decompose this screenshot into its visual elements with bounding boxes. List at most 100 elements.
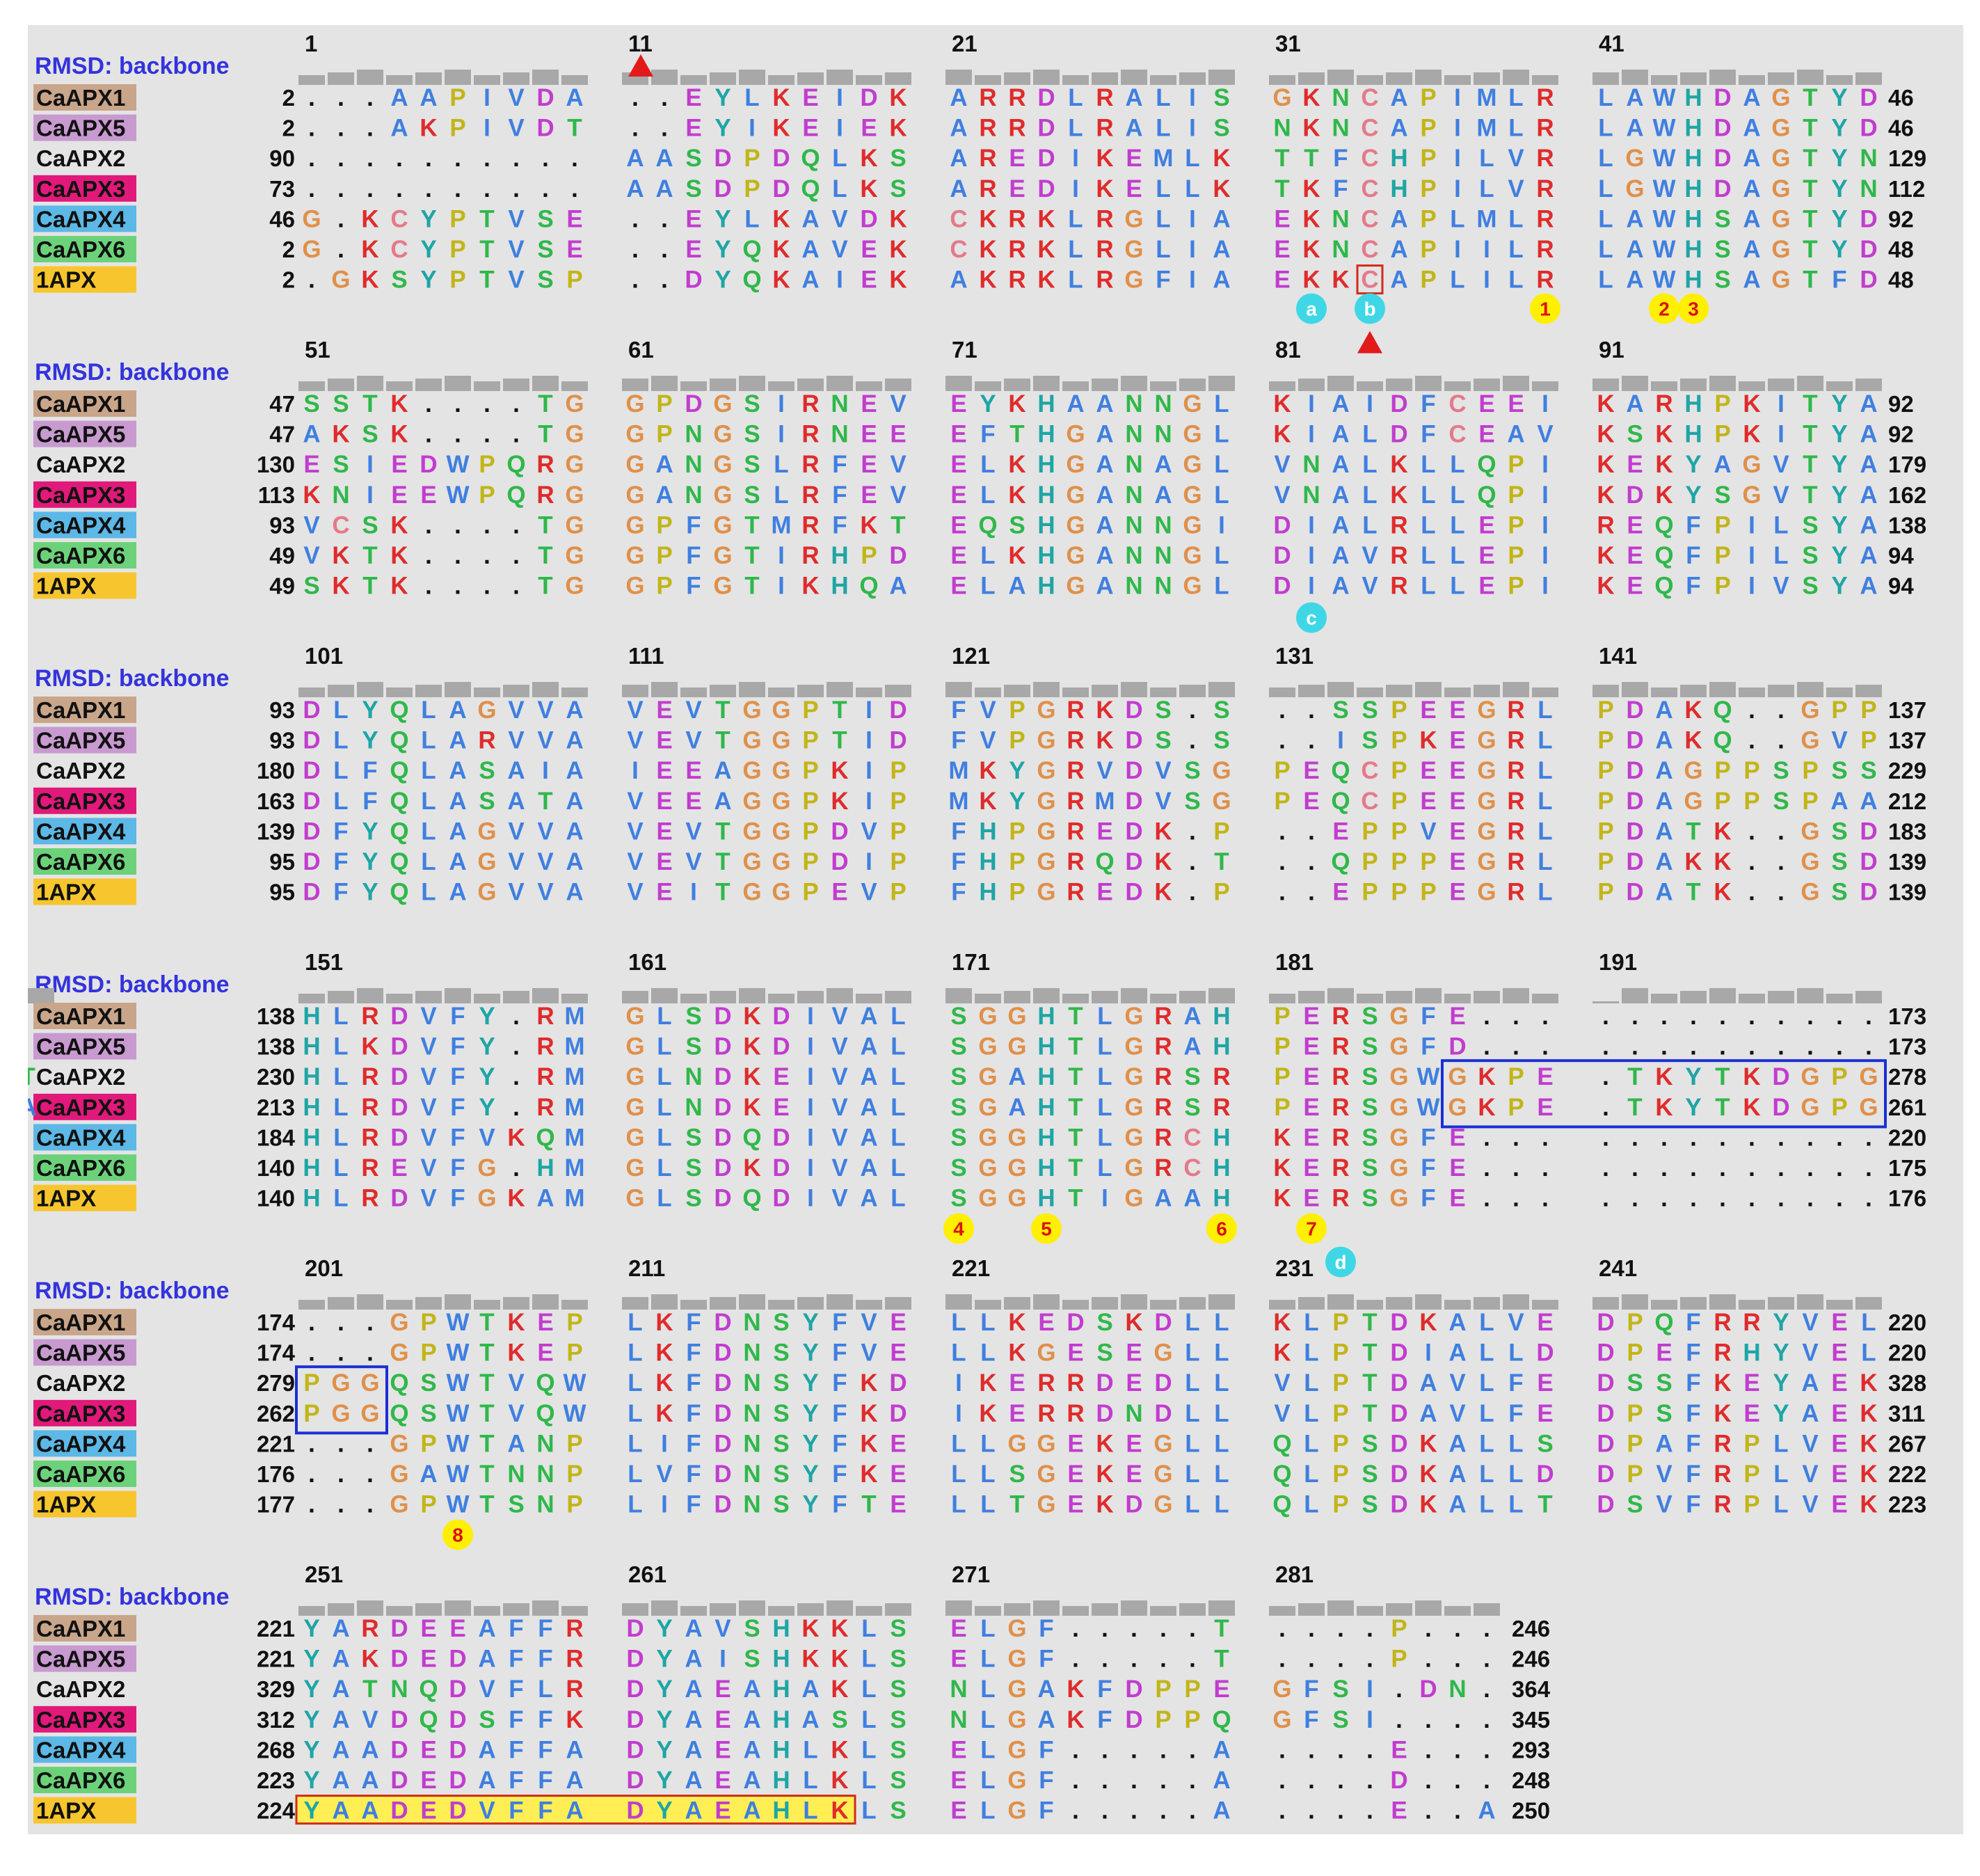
residue: F [450, 1063, 465, 1090]
residue: F [538, 1615, 552, 1642]
residue: Y [303, 1736, 319, 1763]
residue: E [1303, 1063, 1319, 1090]
end-position: 92 [1888, 206, 1914, 232]
rmsd-bar [1592, 379, 1619, 391]
residue: . [1690, 1185, 1697, 1212]
residue: E [1537, 1400, 1553, 1427]
residue: D [1626, 757, 1643, 784]
residue: D [626, 1676, 644, 1703]
rmsd-label: RMSD: backbone [35, 971, 230, 998]
residue: A [1332, 511, 1349, 539]
residue: G [772, 788, 790, 815]
residue: . [1719, 1124, 1726, 1151]
residue: K [1714, 1400, 1731, 1427]
residue: A [566, 788, 583, 815]
residue: L [1450, 542, 1464, 569]
sequence-label-bg [33, 848, 136, 875]
rmsd-bar [856, 687, 882, 697]
residue: Y [1773, 1309, 1789, 1336]
residue: N [536, 1491, 554, 1518]
rmsd-bar [1357, 1300, 1383, 1310]
residue: . [632, 84, 639, 111]
residue: . [454, 175, 461, 202]
residue: Y [303, 1676, 319, 1703]
residue: . [513, 175, 520, 202]
residue: D [390, 1615, 408, 1642]
residue: . [1807, 1003, 1814, 1030]
residue: S [1184, 1063, 1200, 1090]
residue: H [1037, 482, 1055, 509]
residue: T [362, 542, 377, 569]
residue: N [390, 1676, 408, 1703]
residue: L [980, 1736, 995, 1763]
residue: . [1160, 1767, 1167, 1794]
residue: L [861, 1676, 876, 1703]
residue: Y [1831, 573, 1847, 600]
residue: . [1836, 1185, 1843, 1212]
residue: L [861, 1706, 876, 1733]
residue: A [860, 1124, 877, 1151]
residue: L [980, 573, 995, 600]
residue: R [801, 542, 819, 569]
start-position: 2 [282, 85, 295, 111]
residue: A [1743, 115, 1760, 142]
residue: N [1125, 421, 1142, 448]
residue: P [1213, 818, 1229, 845]
residue: H [303, 1033, 320, 1060]
rmsd-bar [1208, 1600, 1235, 1616]
residue: Y [303, 1706, 319, 1733]
insertion-box [1441, 1059, 1887, 1129]
residue: F [450, 1003, 465, 1030]
residue: G [1742, 451, 1761, 478]
residue: D [714, 1461, 731, 1488]
sequence-name: 1APX [36, 267, 96, 293]
residue: F [832, 1400, 847, 1427]
residue: E [1303, 757, 1319, 784]
end-position: 179 [1888, 452, 1926, 477]
residue: D [831, 818, 848, 845]
residue: F [450, 1124, 465, 1151]
residue: . [308, 1340, 315, 1367]
residue: D [626, 1615, 644, 1642]
residue: S [1362, 1154, 1378, 1182]
residue: S [1184, 788, 1200, 815]
residue: L [980, 451, 995, 478]
column-number: 181 [1275, 949, 1314, 975]
residue: D [1860, 115, 1877, 142]
residue: I [807, 1124, 814, 1151]
residue: E [1096, 818, 1112, 845]
residue: W [446, 1400, 469, 1427]
residue: D [714, 1430, 731, 1457]
residue: T [1803, 115, 1817, 142]
rmsd-bar [739, 1600, 765, 1616]
residue: G [1183, 451, 1201, 478]
residue: F [951, 818, 966, 845]
residue: L [1598, 236, 1613, 263]
residue: D [1536, 1461, 1554, 1488]
rmsd-bar [1415, 1600, 1442, 1616]
rmsd-bar [503, 72, 529, 85]
residue: P [1627, 1430, 1643, 1457]
residue: H [303, 1124, 320, 1151]
residue: L [980, 482, 995, 509]
rmsd-bar [1092, 72, 1118, 85]
residue: Y [1773, 1400, 1789, 1427]
rmsd-bar [1386, 1603, 1412, 1616]
residue: R [1390, 573, 1407, 600]
residue: H [1037, 1154, 1055, 1182]
sequence-name: CaAPX2 [36, 1064, 125, 1090]
residue: Y [656, 1646, 672, 1673]
rmsd-bar [1474, 1297, 1500, 1310]
residue: V [890, 482, 907, 509]
residue: P [1274, 1063, 1290, 1090]
start-position: 163 [257, 788, 295, 814]
residue: K [1008, 390, 1025, 418]
residue: P [1831, 697, 1847, 724]
residue: . [1512, 1033, 1519, 1060]
site-marker-label: 7 [1306, 1218, 1317, 1240]
residue: T [567, 115, 582, 142]
residue: K [566, 1706, 583, 1733]
residue: G [331, 1400, 350, 1427]
residue: T [479, 236, 494, 263]
rmsd-bar [1357, 381, 1383, 391]
